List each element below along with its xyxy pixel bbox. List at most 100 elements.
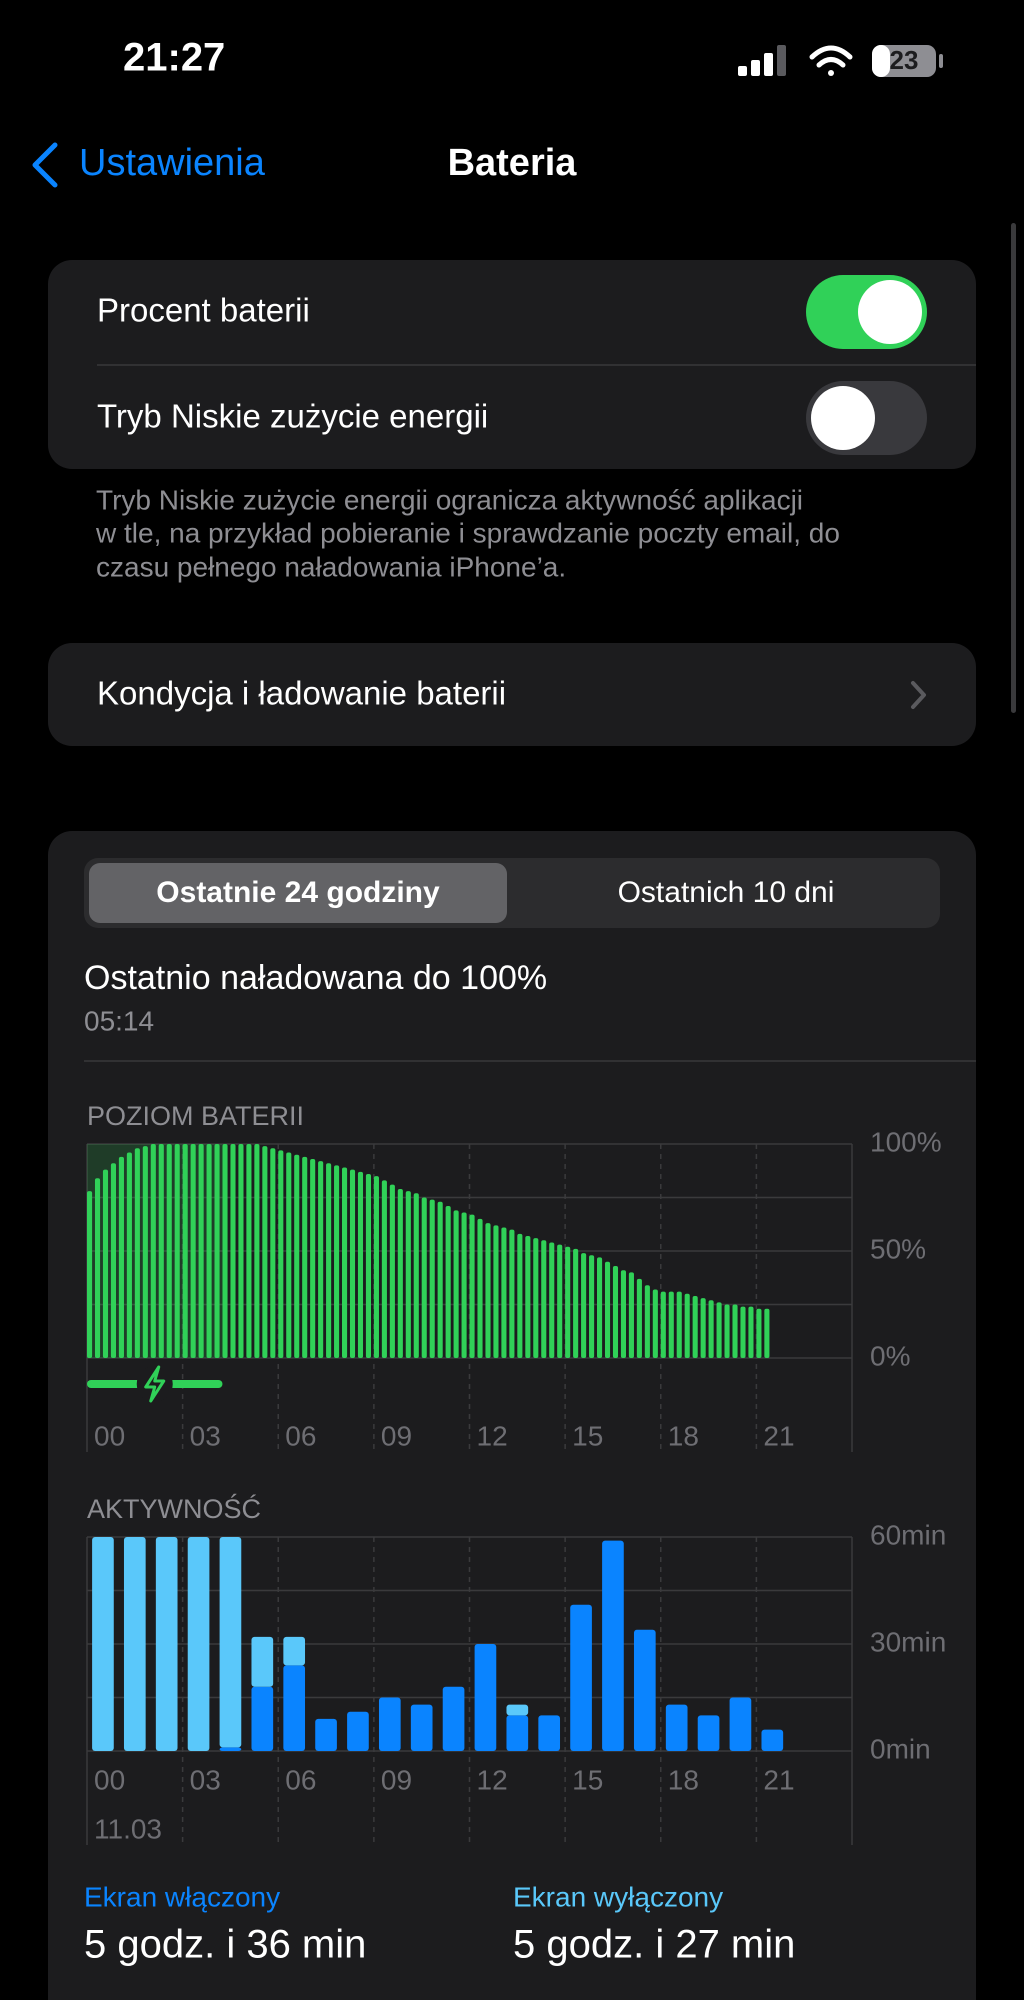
battery-bar <box>421 1197 427 1358</box>
activity-bar <box>283 1636 306 1666</box>
activity-bar <box>633 1629 656 1751</box>
battery-bar <box>198 1144 204 1358</box>
nav-title: Bateria <box>448 142 578 184</box>
battery-bar <box>453 1210 459 1358</box>
battery-bar <box>349 1169 356 1358</box>
battery-bar <box>94 1178 101 1358</box>
activity-bar <box>442 1686 465 1751</box>
battery-bar <box>716 1302 722 1358</box>
y-tick-label: 60min <box>870 1519 946 1550</box>
activity-bar <box>474 1644 497 1751</box>
segment-option[interactable]: Ostatnie 24 godziny <box>156 876 440 909</box>
usage-card <box>48 831 976 2000</box>
x-tick-label: 00 <box>94 1420 125 1451</box>
battery-bar <box>724 1304 730 1358</box>
back-chevron[interactable] <box>32 142 58 188</box>
battery-bar <box>620 1270 627 1358</box>
battery-bar <box>142 1146 148 1358</box>
summary-label: Ekran wyłączony <box>513 1881 723 1912</box>
summary-value: 5 godz. i 36 min <box>84 1923 366 1967</box>
activity-bar <box>378 1697 401 1751</box>
row-label[interactable]: Tryb Niskie zużycie energii <box>97 398 488 435</box>
battery-bar <box>318 1161 324 1358</box>
activity-bar <box>155 1537 178 1751</box>
battery-bar <box>365 1173 372 1358</box>
battery-bar <box>525 1236 531 1358</box>
row-label[interactable]: Procent baterii <box>97 292 310 329</box>
summary-value: 5 godz. i 27 min <box>513 1923 795 1967</box>
battery-bar <box>612 1265 619 1358</box>
battery-bar <box>326 1163 332 1358</box>
battery-bar <box>214 1144 220 1358</box>
battery-bar <box>604 1261 611 1358</box>
battery-bar <box>692 1295 698 1358</box>
battery-bar <box>660 1291 666 1358</box>
footnote-line: w tle, na przykład pobieranie i sprawdza… <box>95 517 840 548</box>
x-tick-label: 00 <box>94 1764 125 1795</box>
last-charge-label: Ostatnio naładowana do 100% <box>84 959 547 997</box>
battery-bar <box>294 1154 300 1358</box>
battery-bar <box>166 1144 172 1358</box>
row-label[interactable]: Kondycja i ładowanie baterii <box>97 675 506 712</box>
activity-bar <box>219 1747 242 1751</box>
summary-label: Ekran włączony <box>84 1881 280 1912</box>
health-card[interactable] <box>48 643 976 746</box>
battery-bar <box>501 1227 507 1358</box>
battery-bar <box>565 1246 571 1358</box>
battery-bar <box>310 1158 316 1358</box>
battery-bar <box>134 1148 140 1358</box>
back-button[interactable]: Ustawienia <box>79 142 266 184</box>
activity-bar <box>283 1665 306 1751</box>
activity-bar <box>570 1604 592 1751</box>
charging-bolt <box>144 1365 166 1403</box>
battery-bar <box>748 1306 754 1358</box>
battery-bar <box>493 1225 499 1358</box>
battery-bar <box>549 1242 555 1358</box>
battery-bar <box>469 1214 475 1358</box>
toggle-knob <box>858 280 922 344</box>
battery-bar <box>397 1188 403 1358</box>
battery-bar <box>413 1193 419 1358</box>
scrollbar <box>1011 223 1016 713</box>
battery-bar <box>644 1285 650 1358</box>
battery-bar <box>246 1144 252 1358</box>
battery-bar <box>254 1144 260 1358</box>
battery-bar <box>150 1144 156 1358</box>
date-label: 11.03 <box>94 1813 162 1844</box>
battery-bar <box>102 1169 109 1358</box>
x-tick-label: 03 <box>190 1764 221 1795</box>
battery-bar <box>373 1176 379 1358</box>
battery-bar <box>557 1244 563 1358</box>
battery-bar <box>461 1212 467 1358</box>
battery-bar <box>477 1218 483 1358</box>
activity-bar <box>251 1686 274 1751</box>
activity-bar <box>123 1537 146 1751</box>
chart-title: POZIOM BATERII <box>87 1101 304 1131</box>
activity-bar <box>219 1537 242 1748</box>
segment-selected <box>89 863 507 923</box>
battery-bar <box>302 1156 308 1358</box>
x-tick-label: 09 <box>381 1420 412 1451</box>
battery-bar <box>668 1291 674 1358</box>
battery-bar <box>652 1289 658 1358</box>
battery-bar <box>174 1144 180 1358</box>
battery-bar <box>381 1180 387 1358</box>
activity-bar <box>92 1537 114 1751</box>
toggle-knob <box>811 386 875 450</box>
signal-icon <box>738 45 786 76</box>
status-time: 21:27 <box>123 36 225 80</box>
battery-bar <box>573 1248 579 1358</box>
battery-bar <box>158 1144 164 1358</box>
battery-bar <box>597 1257 603 1358</box>
battery-bar <box>262 1146 268 1358</box>
y-tick-label: 0min <box>870 1733 931 1764</box>
wifi-icon <box>809 45 853 76</box>
charging-bolt-bg <box>136 1366 173 1402</box>
x-tick-label: 18 <box>668 1764 699 1795</box>
battery-bar <box>437 1201 443 1358</box>
segment-option[interactable]: Ostatnich 10 dni <box>618 876 835 909</box>
activity-bar <box>761 1729 784 1751</box>
activity-bar <box>697 1715 720 1751</box>
battery-bar <box>238 1144 244 1358</box>
